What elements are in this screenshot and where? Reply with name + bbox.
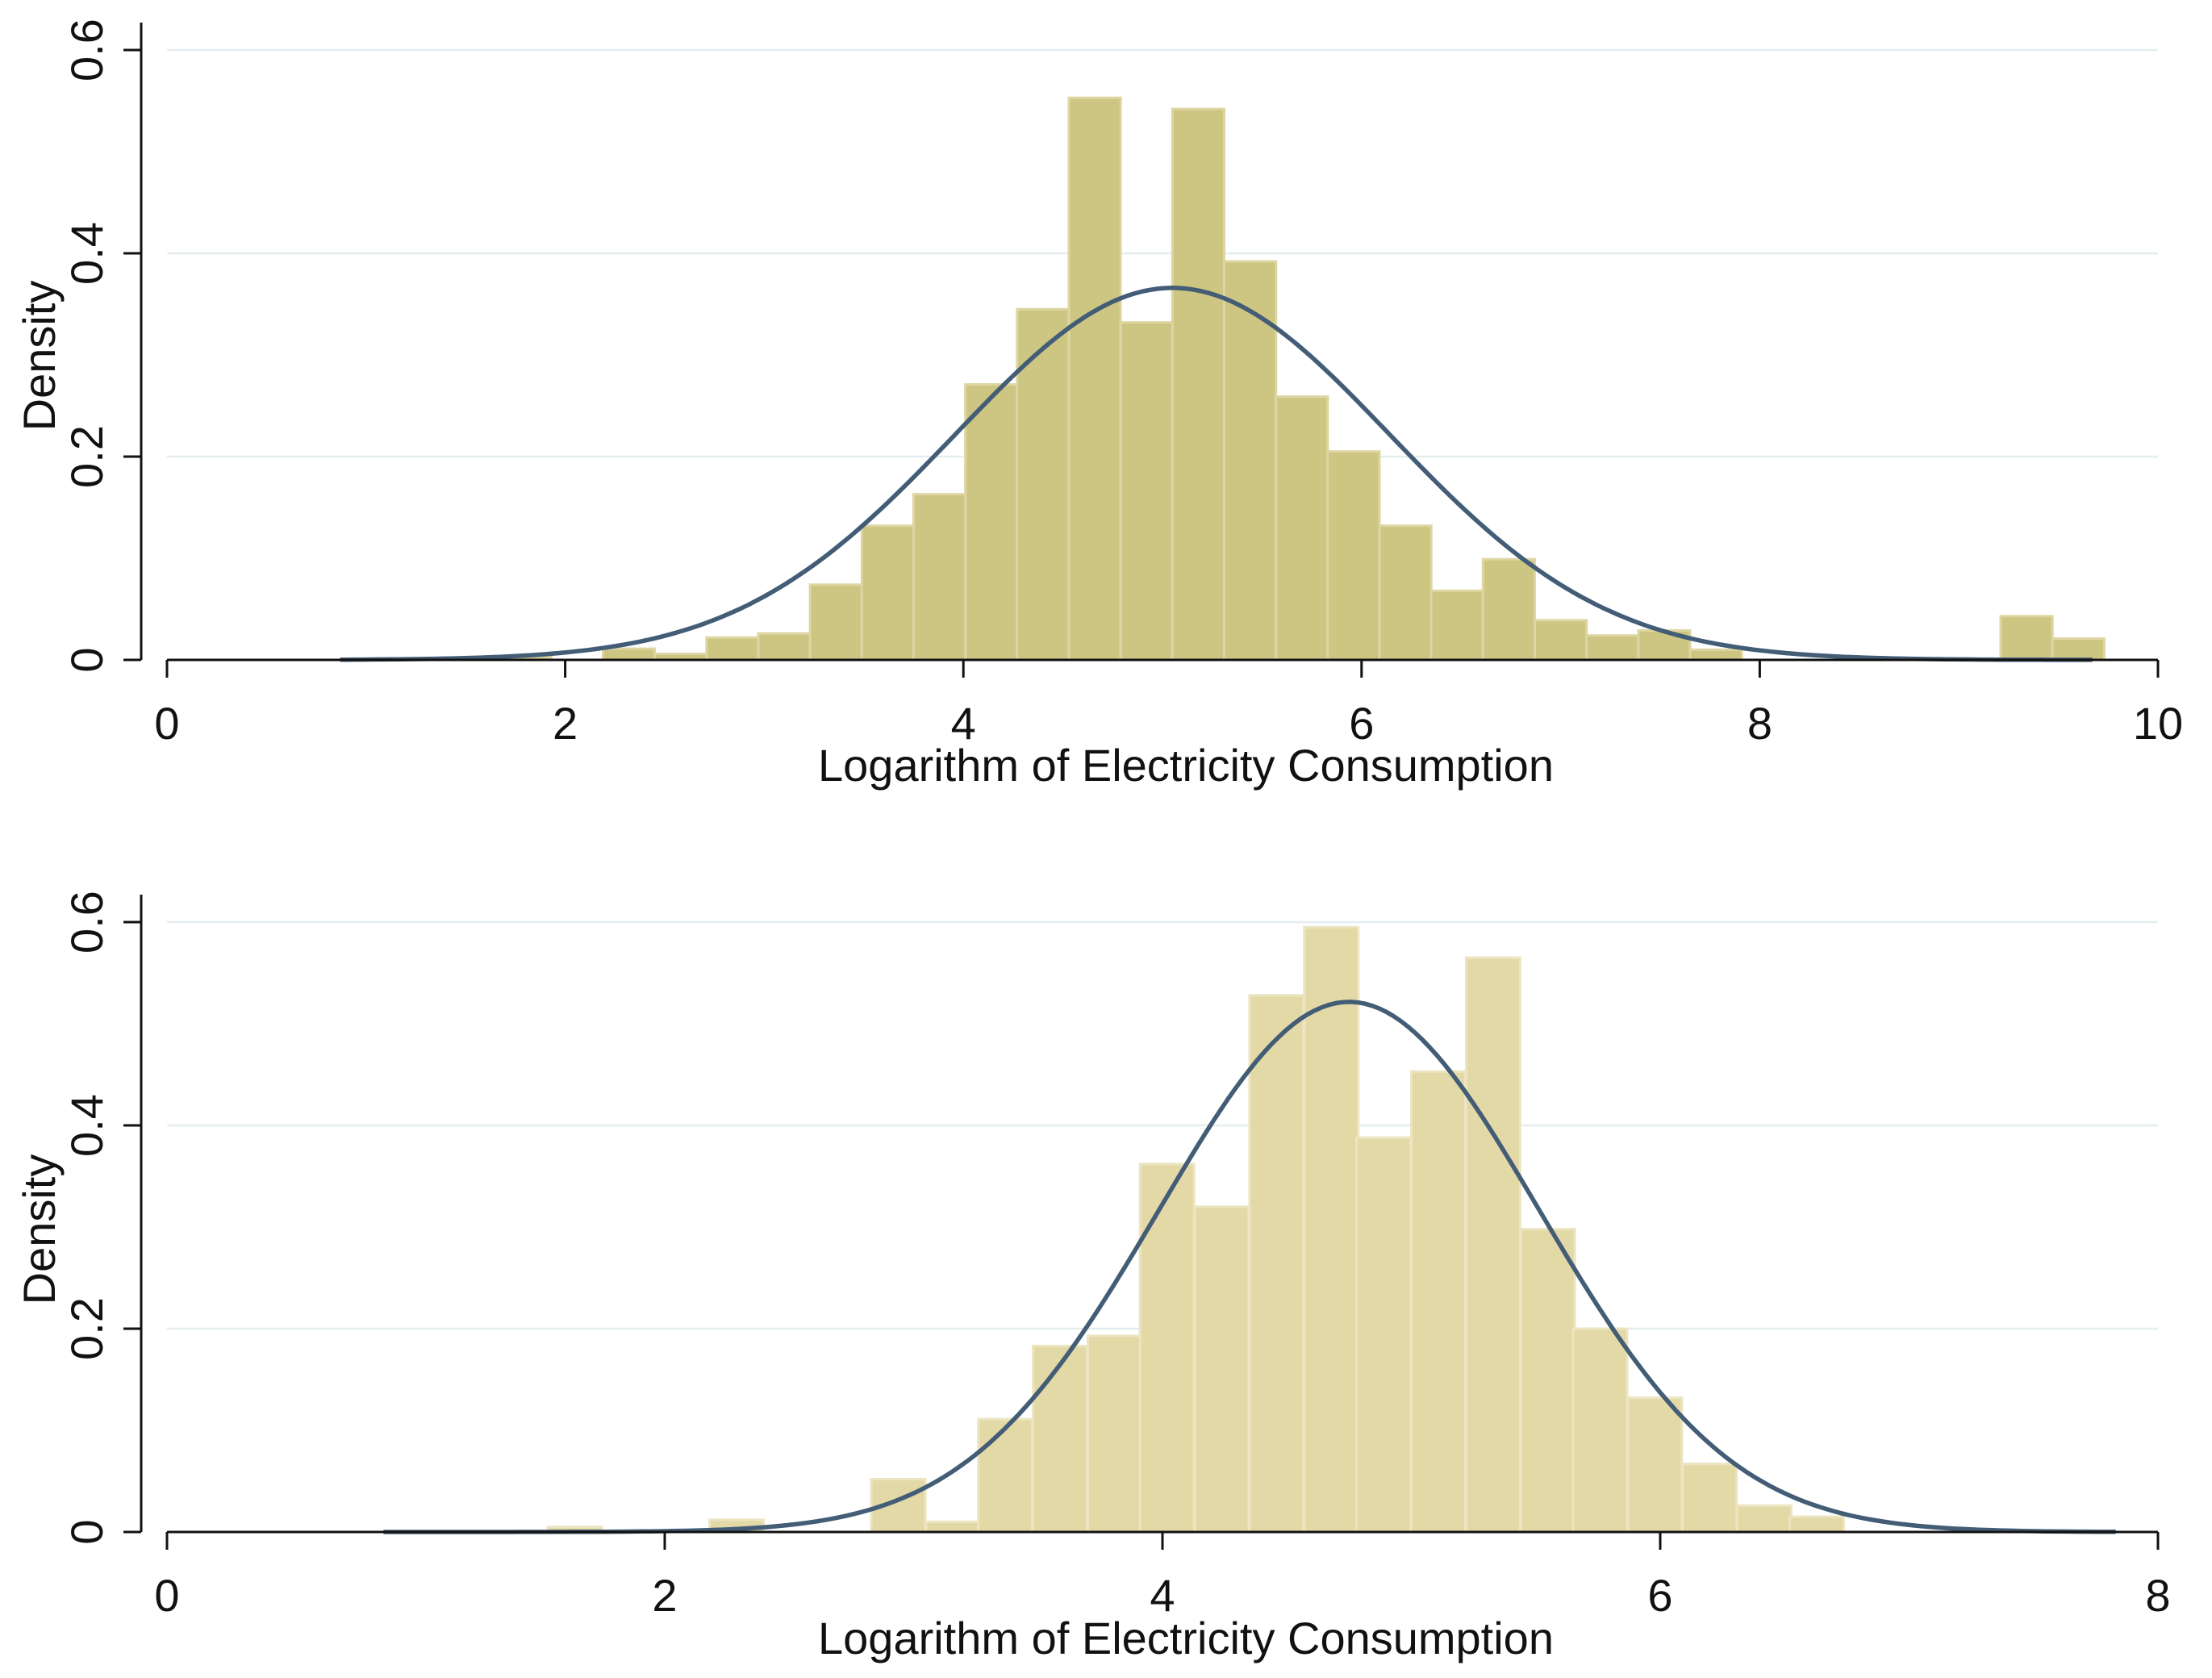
histogram-bar [1378, 524, 1433, 662]
y-tick-label: 0 [61, 647, 112, 672]
y-tick-label: 0.6 [61, 19, 112, 81]
histogram-bar [1681, 1463, 1738, 1534]
x-tick-label: 4 [951, 698, 976, 749]
histogram-bar [1138, 1162, 1196, 1534]
x-axis-title: Logarithm of Electricity Consumption [818, 1613, 1554, 1663]
histogram-bar [1571, 1327, 1629, 1534]
x-tick-label: 6 [1647, 1570, 1672, 1621]
histogram-bar [705, 636, 760, 662]
y-tick-label: 0.2 [61, 425, 112, 488]
histogram-bar [977, 1417, 1034, 1534]
histogram-bar [1067, 96, 1122, 662]
y-tick-label: 0.6 [61, 891, 112, 954]
histogram-bar [912, 493, 967, 662]
histogram-bar [1193, 1205, 1250, 1534]
histogram-bar [1481, 557, 1537, 662]
histogram-bar [1464, 956, 1521, 1534]
histogram-bar [1788, 1515, 1845, 1534]
histogram-bar [964, 383, 1019, 662]
histogram-bar [1429, 589, 1484, 662]
histogram-bar [1303, 925, 1360, 1534]
y-tick-label: 0.4 [61, 222, 112, 285]
x-tick-label: 6 [1349, 698, 1374, 749]
x-axis-title: Logarithm of Electricity Consumption [818, 740, 1554, 791]
histogram-bar [1326, 450, 1381, 662]
histogram-bar [1626, 1396, 1684, 1534]
histogram-bar [1248, 994, 1305, 1534]
histogram-bar [1736, 1504, 1793, 1534]
histogram-bar [1688, 648, 1743, 662]
histogram-bar [1032, 1344, 1089, 1534]
histogram-bar [1585, 634, 1640, 662]
x-tick-label: 2 [652, 1570, 677, 1621]
histogram-bar [1016, 307, 1071, 662]
histogram-bar [1999, 615, 2054, 662]
x-tick-label: 10 [2133, 698, 2183, 749]
histogram-bar [1223, 260, 1278, 662]
y-tick-label: 0.2 [61, 1297, 112, 1360]
histogram-bar [1534, 619, 1588, 662]
histogram-panel-top: 0 2 4 6 8 10 0 0.2 0.4 0.6 Logarithm of Electricit… [14, 19, 2183, 791]
x-tick-label: 8 [2145, 1570, 2170, 1621]
histogram-bar [1355, 1136, 1413, 1534]
histogram-bar [1119, 321, 1174, 662]
y-axis-title: Density [14, 281, 65, 432]
x-tick-label: 8 [1747, 698, 1772, 749]
histogram-bar [808, 583, 863, 662]
histogram-bar [757, 632, 812, 662]
y-tick-label: 0.4 [61, 1094, 112, 1157]
x-tick-label: 0 [154, 698, 179, 749]
normal-density-curve [340, 286, 2093, 662]
histogram-bar [860, 524, 916, 662]
histogram-bar [1637, 628, 1692, 662]
x-tick-label: 0 [154, 1570, 179, 1621]
histogram-bar [2051, 637, 2106, 662]
x-tick-label: 2 [553, 698, 578, 749]
histogram-bar [1410, 1070, 1467, 1534]
histogram-bar [1171, 107, 1226, 662]
y-axis-title: Density [14, 1154, 65, 1305]
histogram-bar [1086, 1334, 1143, 1534]
y-tick-label: 0 [61, 1519, 112, 1544]
histogram-bar [1519, 1228, 1576, 1534]
histogram-bar [1275, 395, 1329, 662]
histogram-bar [924, 1520, 982, 1534]
histogram-bar [601, 647, 657, 662]
x-tick-label: 4 [1150, 1570, 1175, 1621]
histogram-panel-bottom: 0 2 4 6 8 0 0.2 0.4 0.6 Logarithm of Electricity … [14, 891, 2171, 1663]
